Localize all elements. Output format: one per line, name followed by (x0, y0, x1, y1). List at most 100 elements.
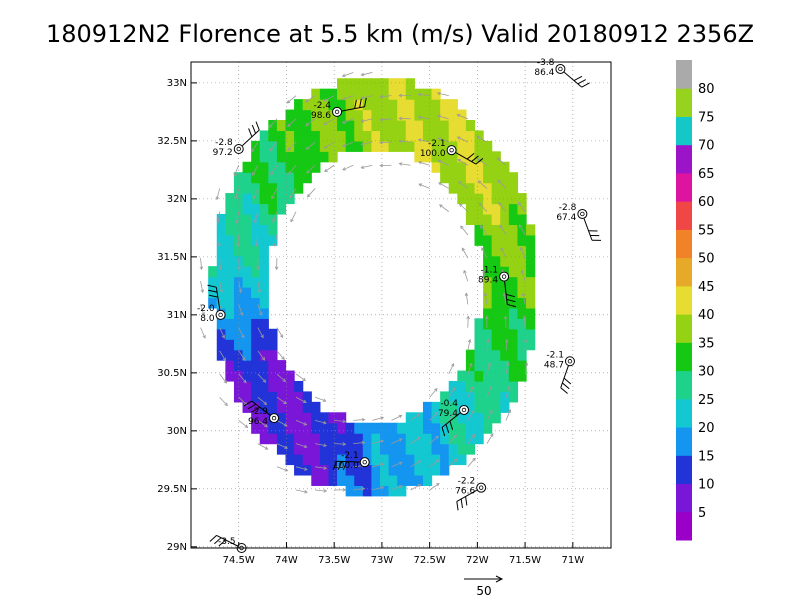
colorbar-swatch (676, 144, 692, 174)
station: -3.886.4 (534, 58, 590, 88)
wind-vector-head (434, 411, 439, 416)
y-tick-label: 29.5N (157, 484, 187, 495)
wind-cell (302, 401, 312, 413)
wind-cell (225, 213, 235, 225)
station-value-bottom: 86.4 (534, 68, 554, 78)
wind-cell (285, 172, 295, 184)
wind-cell (319, 109, 330, 121)
wind-vector-head (478, 202, 483, 207)
wind-cell (268, 433, 278, 445)
wind-cell (500, 370, 510, 382)
wind-cell (388, 130, 398, 142)
wind-cell (500, 193, 510, 205)
wind-vector (276, 350, 285, 360)
wind-cell (526, 234, 536, 246)
wind-cell (242, 297, 252, 309)
wind-vector (439, 204, 449, 212)
wind-cell (242, 255, 252, 267)
wind-cell (500, 213, 510, 225)
wind-vector (499, 225, 507, 236)
wind-vector-head (221, 334, 225, 339)
station-marker (359, 457, 370, 468)
wind-cell (345, 140, 355, 152)
wind-cell (388, 422, 398, 434)
wind-cell (276, 140, 287, 152)
station-marker-inner (567, 359, 573, 364)
wind-cell (242, 224, 252, 236)
wind-cell (474, 182, 484, 194)
wind-cell (465, 433, 476, 445)
wind-cell (268, 172, 278, 184)
wind-cell (465, 172, 476, 184)
wind-vector (418, 93, 430, 97)
wind-vector (253, 188, 259, 200)
wind-cell (251, 140, 261, 152)
wind-vector (460, 225, 469, 236)
wind-cell (216, 245, 226, 257)
station-marker (233, 143, 244, 154)
wind-vector (486, 410, 493, 421)
wind-vector-head (360, 165, 365, 169)
wind-cell (431, 151, 441, 163)
wind-vector (361, 95, 373, 99)
wind-barb (215, 287, 221, 310)
wind-cell (251, 182, 261, 194)
wind-cell (380, 454, 390, 466)
wind-cell (233, 307, 244, 319)
wind-cell (225, 276, 235, 288)
wind-cell (491, 370, 501, 382)
wind-cell (362, 474, 373, 486)
wind-vector-head (482, 269, 486, 274)
wind-vector-head (306, 170, 310, 174)
wind-cell (440, 464, 450, 476)
wind-cell (216, 276, 226, 288)
station-marker (215, 309, 226, 320)
wind-cell (242, 328, 252, 340)
wind-vector (467, 363, 472, 375)
wind-cell (517, 213, 527, 225)
wind-vector-head (323, 443, 328, 448)
wind-cell (311, 422, 321, 434)
wind-vector-head (469, 362, 473, 367)
station-marker (459, 404, 469, 415)
colorbar-label: 60 (698, 195, 715, 210)
wind-cell (440, 119, 450, 132)
wind-cell (491, 151, 501, 163)
wind-cell (500, 182, 510, 194)
wind-cell (285, 422, 295, 434)
wind-cell (508, 245, 519, 257)
colorbar-label: 45 (698, 280, 715, 295)
wind-vector-head (222, 357, 226, 362)
wind-cell (242, 161, 252, 173)
wind-vector-head (500, 246, 504, 251)
wind-cell (225, 370, 235, 382)
wind-vector (315, 466, 327, 469)
wind-cell (491, 213, 501, 225)
wind-barb (583, 218, 593, 241)
wind-cell (431, 130, 441, 142)
wind-cell (268, 224, 278, 236)
wind-cell (388, 99, 398, 111)
wind-cell (371, 140, 381, 152)
wind-vector-head (361, 487, 366, 491)
wind-cell (328, 88, 338, 100)
wind-cell (440, 422, 450, 434)
wind-cell (276, 391, 287, 403)
wind-cell (397, 109, 407, 121)
wind-vector (410, 413, 420, 421)
wind-cell (388, 433, 398, 445)
wind-vector (418, 116, 430, 120)
wind-vector-head (483, 292, 488, 297)
wind-cell (285, 391, 295, 403)
wind-vector (372, 463, 384, 468)
wind-barb-feather (243, 400, 253, 407)
wind-vector (522, 293, 526, 305)
wind-cell (328, 422, 338, 434)
wind-vector-head (398, 116, 403, 121)
wind-cell (337, 130, 347, 142)
wind-cell (233, 370, 244, 382)
wind-vector (437, 115, 449, 120)
wind-cell (422, 119, 433, 132)
wind-vector-head (497, 179, 501, 184)
wind-cell (431, 88, 441, 100)
